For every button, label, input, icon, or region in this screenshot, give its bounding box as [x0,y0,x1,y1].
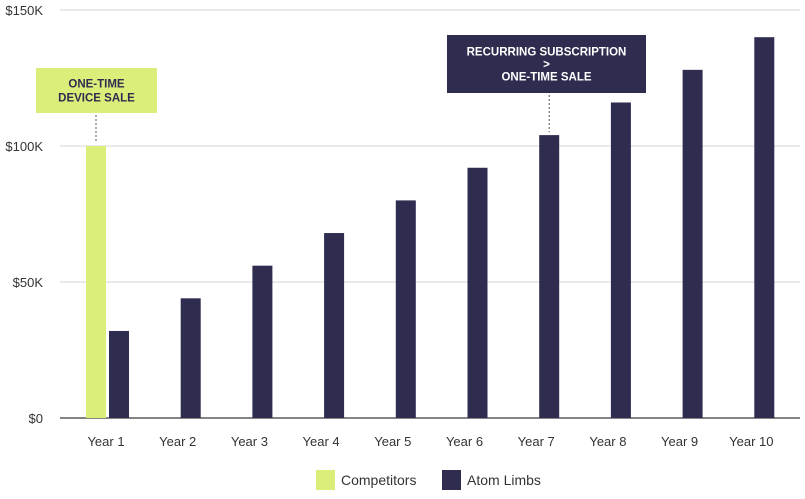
annotation-callout: RECURRING SUBSCRIPTION>ONE-TIME SALE [447,35,646,133]
legend: Competitors Atom Limbs [316,470,541,490]
bar-atom-limbs-year-3 [252,265,273,418]
bar-atom-limbs-year-6 [467,167,488,418]
bar-atom-limbs-year-8 [610,102,631,418]
bar-atom-limbs-year-10 [754,37,775,418]
bar-atom-limbs-year-4 [324,233,345,418]
bar-atom-limbs-year-2 [180,298,201,418]
bar-atom-limbs-year-9 [682,69,703,418]
bar-competitors-year-1 [86,146,106,418]
annotations: ONE-TIME DEVICE SALE RECURRING SUBSCRIPTIO… [36,35,646,143]
legend-item: Atom Limbs [442,470,541,490]
bar-atom-limbs-year-7 [539,135,560,418]
x-tick-label: Year 9 [661,434,698,449]
legend-label: Atom Limbs [467,472,541,488]
legend-swatch [316,470,335,490]
bar-atom-limbs-year-1 [109,330,129,418]
x-tick-label: Year 10 [729,434,773,449]
x-tick-label: Year 8 [589,434,626,449]
y-tick-label: $50K [13,275,44,290]
x-tick-label: Year 7 [518,434,555,449]
bars [86,37,775,418]
x-tick-label: Year 3 [231,434,268,449]
annotation-box [36,68,157,113]
x-tick-label: Year 4 [303,434,340,449]
annotation-text: ONE-TIME SALE [501,72,591,84]
annotation-callout: ONE-TIME DEVICE SALE [36,68,157,143]
bar-atom-limbs-year-5 [395,200,416,418]
annotation-box [447,35,646,93]
annotation-text: DEVICE SALE [58,93,135,105]
annotation-text: ONE-TIME [68,79,125,91]
x-tick-label: Year 6 [446,434,483,449]
annotation-text: > [543,59,550,71]
x-axis-tick-labels: Year 1 Year 2 Year 3 Year 4 Year 5 Year 6 Year… [87,434,773,449]
legend-label: Competitors [341,472,416,488]
y-tick-label: $0 [29,411,43,426]
y-tick-label: $100K [5,139,43,154]
y-tick-label: $150K [5,3,43,18]
x-tick-label: Year 5 [374,434,411,449]
legend-swatch [442,470,461,490]
y-axis-tick-labels: $0 $50K $100K $150K [5,3,43,426]
x-tick-label: Year 1 [87,434,124,449]
x-tick-label: Year 2 [159,434,196,449]
annotation-text: RECURRING SUBSCRIPTION [467,47,627,59]
legend-item: Competitors [316,470,416,490]
